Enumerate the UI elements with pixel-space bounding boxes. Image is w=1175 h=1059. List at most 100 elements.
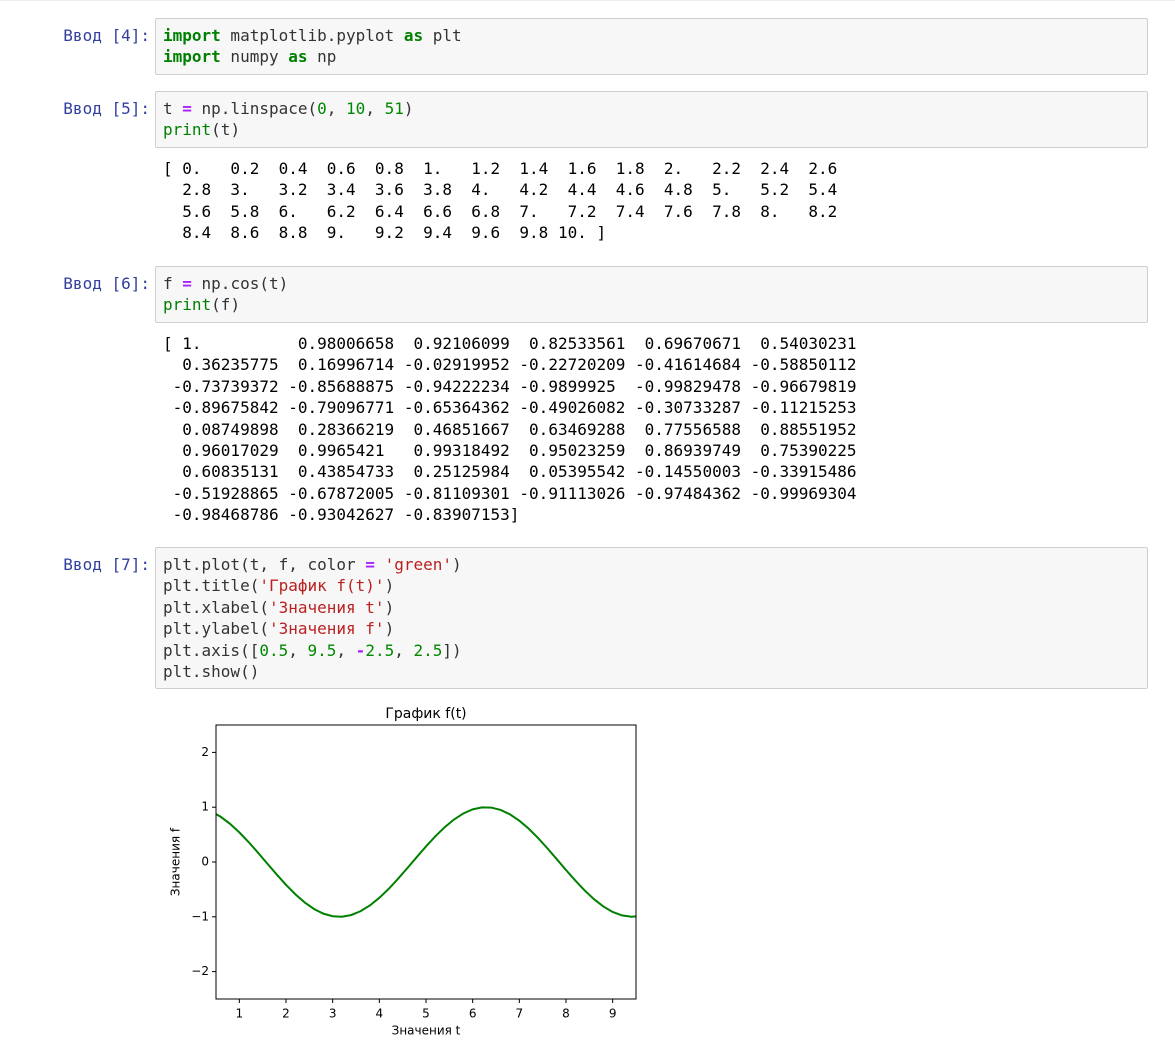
code-token: 10 xyxy=(346,99,366,118)
prompt: Ввод [6]: xyxy=(63,274,150,293)
x-axis-label: Значения t xyxy=(392,1024,461,1038)
output-line: 2.8 3. 3.2 3.4 3.6 3.8 4. 4.2 4.4 4.6 4.… xyxy=(163,180,838,200)
code-token: plt.show() xyxy=(163,661,260,681)
prompt: Ввод [5]: xyxy=(63,99,150,118)
code-token: 'green' xyxy=(384,555,453,574)
code-token: (t) xyxy=(211,120,241,140)
code-line: print(t) xyxy=(163,119,1140,140)
code-token xyxy=(375,555,385,574)
code-token: , xyxy=(326,99,347,118)
y-tick-label: 0 xyxy=(201,855,209,869)
code-token: ) xyxy=(452,555,462,574)
code-token: (f) xyxy=(211,295,241,315)
output-line: 8.4 8.6 8.8 9. 9.2 9.4 9.6 9.8 10. ] xyxy=(163,223,607,243)
code-token: 0 xyxy=(317,99,327,118)
code-token: plt.axis([ xyxy=(163,640,260,660)
code-token: 51 xyxy=(384,99,404,118)
code-token: print xyxy=(163,295,212,315)
code-line: plt.title('График f(t)') xyxy=(163,575,1140,596)
code-token: plt.xlabel( xyxy=(163,597,269,617)
code-token: plt.title( xyxy=(163,576,260,596)
code-token: matplotlib.pyplot xyxy=(220,26,404,45)
chart-title: График f(t) xyxy=(385,706,466,722)
code-line: plt.ylabel('Значения f') xyxy=(163,618,1140,639)
code-line: print(f) xyxy=(163,294,1140,315)
code-token: - xyxy=(355,640,366,660)
code-token: 2.5 xyxy=(413,640,443,660)
code-token: np xyxy=(307,47,337,67)
code-line: plt.plot(t, f, color = 'green') xyxy=(163,554,1140,575)
prompt: Ввод [4]: xyxy=(63,26,150,45)
output: [ 1. 0.98006658 0.92106099 0.82533561 0.… xyxy=(163,333,857,526)
output-line: 0.36235775 0.16996714 -0.02919952 -0.227… xyxy=(163,355,857,375)
code-token: 'Значения f' xyxy=(268,619,385,639)
code-token: as xyxy=(403,26,424,45)
code-token: plt xyxy=(423,26,462,45)
output-line: 0.96017029 0.9965421 0.99318492 0.950232… xyxy=(163,440,857,460)
code-line: plt.show() xyxy=(163,661,1140,682)
code-token: plt.ylabel( xyxy=(163,619,269,639)
code-token: 2.5 xyxy=(365,640,395,660)
x-tick-label: 9 xyxy=(609,1007,617,1021)
code-input[interactable]: t = np.linspace(0, 10, 51) print(t) xyxy=(155,91,1148,148)
code-line: import matplotlib.pyplot as plt xyxy=(163,25,1140,46)
code-token: , xyxy=(394,640,414,660)
x-tick-label: 1 xyxy=(236,1007,244,1021)
y-tick-label: −2 xyxy=(191,964,209,978)
code-line: t = np.linspace(0, 10, 51) xyxy=(163,98,1140,119)
y-tick-label: 1 xyxy=(201,800,209,814)
output-line: -0.73739372 -0.85688875 -0.94222234 -0.9… xyxy=(163,376,857,396)
code-line: f = np.cos(t) xyxy=(163,273,1140,294)
output-line: -0.51928865 -0.67872005 -0.81109301 -0.9… xyxy=(163,483,857,503)
code-token: t xyxy=(163,99,183,118)
code-token: f xyxy=(163,274,183,293)
x-tick-label: 2 xyxy=(282,1007,290,1021)
code-token: np.linspace( xyxy=(191,99,318,118)
output-line: 0.08749898 0.28366219 0.46851667 0.63469… xyxy=(163,419,857,439)
x-tick-label: 5 xyxy=(422,1007,430,1021)
code-token: = xyxy=(182,99,192,118)
data-line xyxy=(216,806,636,918)
output-line: [ 1. 0.98006658 0.92106099 0.82533561 0.… xyxy=(163,334,857,353)
code-token: , xyxy=(336,640,356,660)
output-line: [ 0. 0.2 0.4 0.6 0.8 1. 1.2 1.4 1.6 1.8 … xyxy=(163,159,838,178)
code-token: ]) xyxy=(442,640,462,660)
code-token: ) xyxy=(384,576,395,596)
code-token: ) xyxy=(384,597,395,617)
axes-frame xyxy=(215,724,637,1000)
code-token: ) xyxy=(403,99,414,118)
code-input[interactable]: f = np.cos(t) print(f) xyxy=(155,266,1148,323)
chart: График f(t) Значения t Значения f 1 2 3 4 5 6… xyxy=(169,706,637,1038)
code-token: print xyxy=(163,120,212,140)
code-line: plt.axis([0.5, 9.5, -2.5, 2.5]) xyxy=(163,640,1140,661)
x-tick-label: 4 xyxy=(376,1007,384,1021)
x-tick-label: 6 xyxy=(469,1007,477,1021)
output-line: 0.60835131 0.43854733 0.25125984 0.05395… xyxy=(163,462,857,482)
y-axis-label: Значения f xyxy=(169,827,183,896)
output-line: 5.6 5.8 6. 6.2 6.4 6.6 6.8 7. 7.2 7.4 7.… xyxy=(163,201,838,221)
output-line: -0.89675842 -0.79096771 -0.65364362 -0.4… xyxy=(163,398,857,418)
code-input[interactable]: import matplotlib.pyplot as plt import nu… xyxy=(155,18,1148,75)
code-token: 0.5 xyxy=(259,640,289,660)
code-token: np.cos(t) xyxy=(191,274,289,293)
code-token: import xyxy=(163,26,221,45)
code-token: 9.5 xyxy=(307,640,337,660)
x-tick-label: 3 xyxy=(329,1007,337,1021)
code-input[interactable]: plt.plot(t, f, color = 'green') plt.title… xyxy=(155,547,1148,690)
code-token: numpy xyxy=(220,47,289,67)
code-token: ) xyxy=(384,619,395,639)
code-token: 'График f(t)' xyxy=(259,576,385,596)
code-line: import numpy as np xyxy=(163,46,1140,67)
code-line: plt.xlabel('Значения t') xyxy=(163,597,1140,618)
output-line: -0.98468786 -0.93042627 -0.83907153] xyxy=(163,505,520,525)
code-token: , xyxy=(365,99,385,118)
prompt: Ввод [7]: xyxy=(63,555,150,574)
x-tick-label: 7 xyxy=(516,1007,524,1021)
code-token: 'Значения t' xyxy=(268,597,385,617)
code-token: plt.plot(t, f, color xyxy=(163,555,366,574)
code-token: import xyxy=(163,47,221,67)
code-token: = xyxy=(182,274,192,293)
code-token: , xyxy=(288,640,308,660)
y-tick-label: −1 xyxy=(191,909,209,923)
